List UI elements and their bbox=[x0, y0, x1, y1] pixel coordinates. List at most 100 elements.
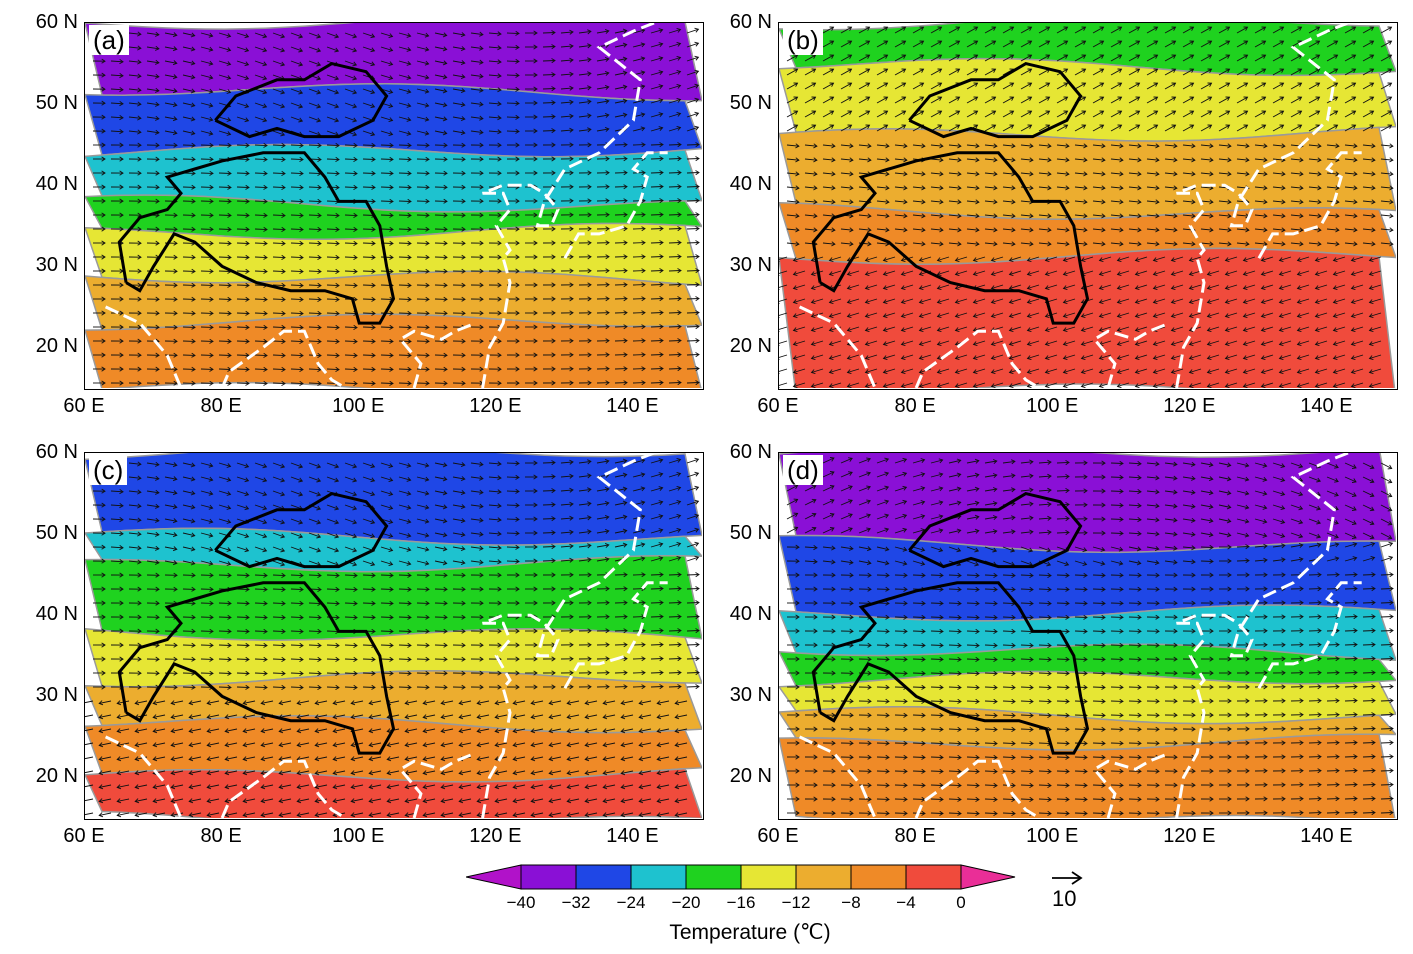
plateau-contour bbox=[811, 151, 1090, 325]
panel-a: (a) bbox=[84, 22, 704, 390]
colorbar bbox=[466, 864, 1016, 890]
lat-tick-label: 40 N bbox=[729, 603, 772, 626]
colorbar-segment bbox=[520, 864, 577, 890]
colorbar-tick-label: 0 bbox=[956, 893, 966, 912]
plateau-contour bbox=[908, 492, 1083, 569]
lat-tick-label: 40 N bbox=[35, 173, 78, 196]
colorbar-segment bbox=[960, 864, 1016, 890]
colorbar-segment bbox=[575, 864, 632, 890]
plateau-contour bbox=[908, 62, 1083, 139]
coastline bbox=[220, 759, 347, 818]
map-panel-d bbox=[779, 453, 1396, 818]
lat-tick-label: 30 N bbox=[729, 254, 772, 277]
reference-vector-arrow bbox=[1052, 871, 1083, 885]
reference-vector-label: 10 bbox=[1052, 886, 1077, 911]
colorbar-segment bbox=[630, 864, 687, 890]
lat-tick-label: 30 N bbox=[35, 684, 78, 707]
panel-label-c: (c) bbox=[89, 455, 128, 485]
lon-tick-label: 120 E bbox=[469, 395, 522, 417]
colorbar-segment bbox=[905, 864, 962, 890]
lat-tick-label: 20 N bbox=[35, 335, 78, 358]
coastline bbox=[398, 751, 477, 818]
wind-vectors bbox=[779, 26, 1394, 388]
colorbar-segment bbox=[795, 864, 852, 890]
colorbar-tick-label: −12 bbox=[781, 893, 811, 912]
colorbar-segment bbox=[740, 864, 797, 890]
temperature-band bbox=[779, 247, 1396, 388]
lat-tick-label: 50 N bbox=[729, 92, 772, 115]
lon-tick-label: 140 E bbox=[1300, 395, 1353, 417]
map-panel-c bbox=[85, 453, 702, 818]
lon-tick-label: 60 E bbox=[63, 825, 105, 847]
lat-tick-label: 30 N bbox=[729, 684, 772, 707]
colorbar-tick-label: −32 bbox=[561, 893, 591, 912]
colorbar-tick-label: −20 bbox=[671, 893, 701, 912]
panel-label-d: (d) bbox=[783, 455, 823, 485]
lon-tick-label: 120 E bbox=[469, 825, 522, 847]
lon-tick-label: 100 E bbox=[1026, 825, 1079, 847]
lat-tick-label: 40 N bbox=[35, 603, 78, 626]
panel-c: (c) bbox=[84, 452, 704, 820]
wind-vectors bbox=[786, 456, 1394, 816]
lon-tick-label: 100 E bbox=[332, 395, 385, 417]
lat-tick-label: 30 N bbox=[35, 254, 78, 277]
plateau-contour bbox=[117, 581, 396, 755]
coastline bbox=[1092, 321, 1171, 388]
plateau-contour bbox=[214, 492, 389, 569]
coastline bbox=[1175, 23, 1349, 388]
lat-tick-label: 20 N bbox=[729, 765, 772, 788]
panel-label-b: (b) bbox=[783, 25, 823, 55]
coastline bbox=[1257, 151, 1362, 259]
lat-tick-label: 50 N bbox=[729, 522, 772, 545]
lat-tick-label: 60 N bbox=[35, 11, 78, 33]
colorbar-title: Temperature (℃) bbox=[669, 921, 831, 944]
lat-tick-label: 20 N bbox=[729, 335, 772, 358]
lon-tick-label: 140 E bbox=[606, 825, 659, 847]
colorbar-tick-label: −8 bbox=[841, 893, 861, 912]
coastline bbox=[1092, 751, 1171, 818]
coastline bbox=[481, 453, 655, 818]
plateau-contour bbox=[214, 62, 389, 139]
colorbar-tick-label: −16 bbox=[726, 893, 756, 912]
coastline bbox=[104, 735, 183, 818]
lon-tick-label: 80 E bbox=[894, 395, 936, 417]
temperature-band bbox=[85, 313, 702, 388]
lon-tick-label: 80 E bbox=[894, 825, 936, 847]
plateau-contour bbox=[117, 151, 396, 325]
plateau-contour bbox=[811, 581, 1090, 755]
lon-tick-label: 80 E bbox=[200, 825, 242, 847]
lat-tick-label: 60 N bbox=[729, 441, 772, 463]
coastline bbox=[220, 329, 347, 388]
coastline bbox=[798, 305, 877, 388]
lon-tick-label: 120 E bbox=[1163, 825, 1216, 847]
lat-tick-label: 50 N bbox=[35, 92, 78, 115]
coastline bbox=[104, 305, 183, 388]
coastline bbox=[798, 735, 877, 818]
lon-tick-label: 60 E bbox=[63, 395, 105, 417]
lon-tick-label: 100 E bbox=[332, 825, 385, 847]
map-panel-b bbox=[779, 23, 1396, 388]
coastline bbox=[1175, 453, 1349, 818]
lat-tick-label: 50 N bbox=[35, 522, 78, 545]
lat-tick-label: 20 N bbox=[35, 765, 78, 788]
coastline bbox=[563, 581, 668, 689]
panel-label-a: (a) bbox=[89, 25, 129, 55]
colorbar-segment bbox=[850, 864, 907, 890]
coastline bbox=[1257, 581, 1362, 689]
temperature-band bbox=[779, 733, 1396, 818]
lat-tick-label: 60 N bbox=[729, 11, 772, 33]
coastline bbox=[914, 759, 1041, 818]
panel-b: (b) bbox=[778, 22, 1398, 390]
panel-d: (d) bbox=[778, 452, 1398, 820]
lon-tick-label: 60 E bbox=[757, 825, 799, 847]
lon-tick-label: 80 E bbox=[200, 395, 242, 417]
coastline bbox=[481, 23, 655, 388]
lon-tick-label: 140 E bbox=[606, 395, 659, 417]
colorbar-tick-label: −40 bbox=[506, 893, 536, 912]
lat-tick-label: 40 N bbox=[729, 173, 772, 196]
temperature-band bbox=[85, 767, 702, 818]
wind-vectors bbox=[85, 457, 700, 818]
map-panel-a bbox=[85, 23, 702, 388]
lon-tick-label: 100 E bbox=[1026, 395, 1079, 417]
coastline bbox=[563, 151, 668, 259]
